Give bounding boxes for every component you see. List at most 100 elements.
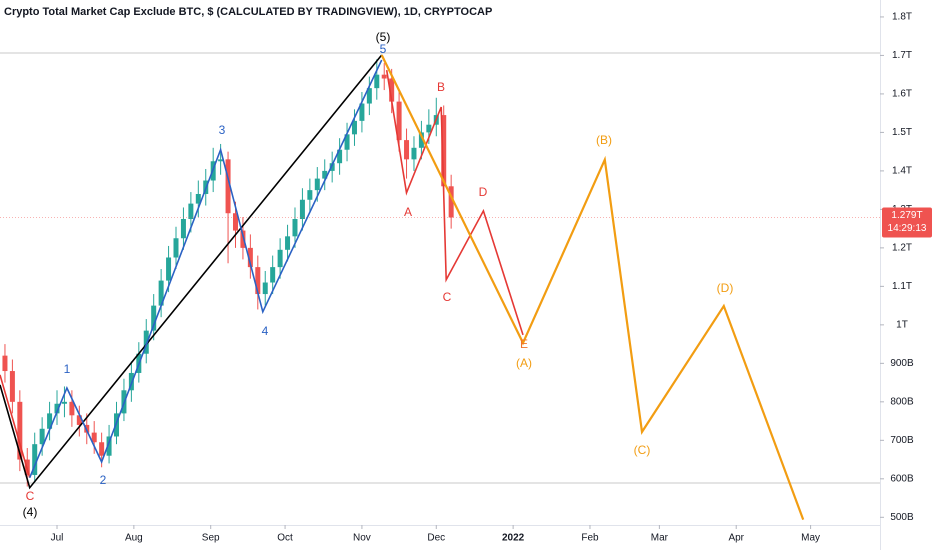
- price-tag: [882, 207, 932, 238]
- x-tick-label: Nov: [353, 533, 371, 544]
- candle-body: [255, 267, 261, 295]
- candle-body: [47, 413, 53, 429]
- candle-body: [2, 355, 8, 372]
- x-tick-label: Dec: [427, 533, 445, 544]
- wave-label: E: [520, 337, 528, 351]
- wave-label: C: [443, 290, 452, 304]
- wave-label: (B): [596, 133, 612, 147]
- candle-body: [232, 213, 238, 231]
- wave-label: 4: [262, 324, 269, 338]
- candle-body: [173, 238, 179, 258]
- candle-body: [180, 219, 186, 239]
- candle-body: [322, 170, 328, 179]
- candle-body: [218, 159, 224, 162]
- chart-title: Crypto Total Market Cap Exclude BTC, $ (…: [4, 6, 492, 18]
- y-tick-label: 1.8T: [892, 12, 912, 23]
- candle-body: [314, 178, 320, 191]
- candle-body: [9, 371, 15, 402]
- y-tick-label: 1T: [896, 319, 908, 330]
- wave-label: B: [437, 80, 445, 94]
- x-tick-label: Feb: [581, 533, 599, 544]
- y-tick-label: 600B: [890, 473, 914, 484]
- x-tick-label: Jul: [51, 533, 64, 544]
- wave-line: [385, 69, 524, 336]
- x-tick-label: Aug: [125, 533, 143, 544]
- candle-body: [143, 330, 149, 354]
- candle-body: [158, 280, 164, 306]
- candle-body: [151, 305, 157, 331]
- candle-body: [106, 436, 112, 456]
- y-tick-label: 1.2T: [892, 243, 912, 254]
- candle-body: [426, 124, 432, 133]
- candle-body: [195, 193, 201, 204]
- candle-body: [277, 249, 283, 268]
- candle-body: [188, 203, 194, 220]
- wave-label: A: [404, 205, 412, 219]
- candle-body: [69, 401, 75, 416]
- candle-body: [91, 432, 97, 443]
- wave-line: [28, 59, 383, 479]
- y-tick-label: 700B: [890, 435, 914, 446]
- wave-label: 3: [219, 123, 226, 137]
- candle-body: [54, 403, 60, 414]
- wave-line: [0, 374, 31, 478]
- candle-body: [292, 219, 298, 237]
- candle-body: [381, 74, 387, 79]
- candle-body: [389, 78, 395, 102]
- wave-label: (D): [717, 281, 734, 295]
- candle-body: [411, 147, 417, 160]
- candle-body: [307, 190, 313, 200]
- y-tick-label: 1.4T: [892, 166, 912, 177]
- candle-body: [448, 186, 454, 218]
- x-tick-label: Sep: [202, 533, 220, 544]
- candle-body: [359, 103, 365, 121]
- candle-body: [270, 267, 276, 283]
- candle-body: [32, 444, 38, 475]
- candle-body: [262, 282, 268, 295]
- x-tick-label: Oct: [277, 533, 293, 544]
- candle-body: [39, 428, 45, 445]
- candle-body: [441, 115, 447, 187]
- candle-body: [299, 199, 305, 220]
- wave-label: 1: [64, 362, 71, 376]
- candle-body: [247, 247, 253, 268]
- y-tick-label: 800B: [890, 396, 914, 407]
- candle-body: [76, 415, 82, 425]
- wave-label: C: [26, 489, 35, 503]
- candle-body: [61, 401, 67, 404]
- y-tick-label: 900B: [890, 358, 914, 369]
- x-tick-label: Apr: [728, 533, 744, 544]
- wave-line: [0, 54, 383, 490]
- candle-body: [351, 120, 357, 135]
- candle-body: [225, 159, 231, 214]
- candle-body: [329, 163, 335, 171]
- candle-body: [17, 401, 23, 460]
- candle-body: [366, 88, 372, 104]
- y-tick-label: 1.1T: [892, 281, 912, 292]
- candle-body: [374, 74, 380, 89]
- candle-body: [337, 149, 343, 164]
- candle-body: [418, 132, 424, 148]
- candle-body: [166, 257, 172, 281]
- y-tick-label: 500B: [890, 512, 914, 523]
- wave-label: (C): [634, 443, 651, 457]
- x-tick-label: Mar: [651, 533, 669, 544]
- y-tick-label: 1.7T: [892, 50, 912, 61]
- wave-label: (4): [23, 505, 38, 519]
- y-tick-label: 1.6T: [892, 89, 912, 100]
- x-tick-label: May: [801, 533, 820, 544]
- candle-body: [396, 101, 402, 141]
- countdown-label: 14:29:13: [888, 223, 927, 234]
- wave-label: D: [479, 185, 488, 199]
- price-tag-label: 1.279T: [891, 210, 922, 221]
- y-tick-label: 1.5T: [892, 127, 912, 138]
- candle-body: [344, 134, 350, 150]
- wave-line: [380, 54, 805, 520]
- wave-label: (A): [516, 356, 532, 370]
- candle-body: [285, 236, 291, 250]
- wave-label: (5): [376, 30, 391, 44]
- candle-body: [404, 140, 410, 160]
- wave-label: 5: [380, 42, 387, 56]
